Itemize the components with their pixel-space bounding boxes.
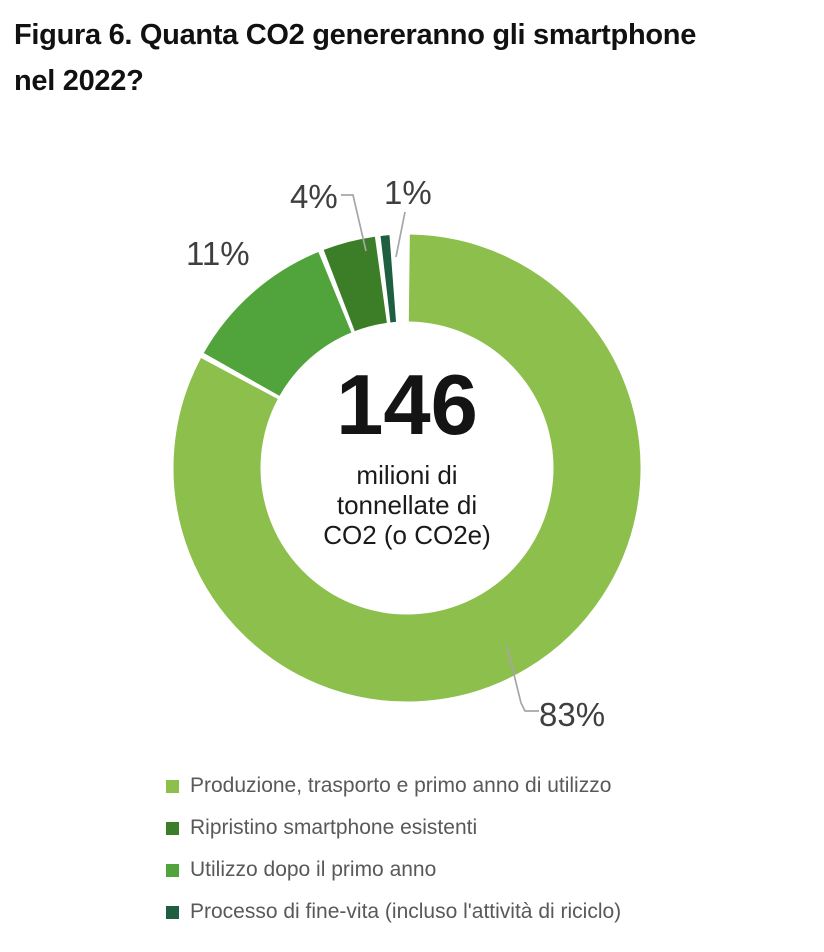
leader-line-4pct [341,194,367,252]
legend-item-fine-vita: Processo di fine-vita (incluso l'attivit… [166,900,621,924]
legend-label-ripristino: Ripristino smartphone esistenti [190,816,478,839]
legend-swatch-utilizzo [166,863,179,877]
legend-swatch-fine-vita [166,905,179,919]
leader-line-1pct [395,211,406,258]
slice-label-83pct: 83% [539,696,606,733]
donut-slice-83pct [173,234,641,702]
figure-title-line2: nel 2022? [14,65,144,97]
center-unit-line2: tonnellate di [336,490,478,520]
legend-swatch-produzione [166,779,179,793]
donut-slice-11pct [203,251,353,397]
legend-label-fine-vita: Processo di fine-vita (incluso l'attivit… [190,900,622,923]
legend-label-produzione: Produzione, trasporto e primo anno di ut… [190,774,612,797]
center-unit-line1: milioni di [356,460,458,490]
donut-slice-4pct [323,236,389,332]
donut-center-value: 146 [336,358,478,453]
slice-label-1pct: 1% [384,174,432,211]
leader-line-83pct [506,645,539,712]
legend-label-utilizzo: Utilizzo dopo il primo anno [190,858,437,881]
figure-title: Figura 6. Quanta CO2 genereranno gli sma… [14,12,810,104]
legend-item-utilizzo: Utilizzo dopo il primo anno [166,858,621,882]
slice-label-11pct: 11% [186,235,250,272]
slice-label-4pct: 4% [290,178,338,215]
figure-title-line1: Figura 6. Quanta CO2 genereranno gli sma… [14,19,697,51]
donut-center-unit: milioni di tonnellate di CO2 (o CO2e) [257,460,557,550]
chart-legend: Produzione, trasporto e primo anno di ut… [166,774,621,942]
legend-item-produzione: Produzione, trasporto e primo anno di ut… [166,774,621,798]
legend-item-ripristino: Ripristino smartphone esistenti [166,816,621,840]
legend-swatch-ripristino [166,821,179,835]
donut-slice-1pct [380,235,397,323]
center-unit-line3: CO2 (o CO2e) [323,520,491,550]
donut-center-text: 146 milioni di tonnellate di CO2 (o CO2e… [257,358,557,551]
